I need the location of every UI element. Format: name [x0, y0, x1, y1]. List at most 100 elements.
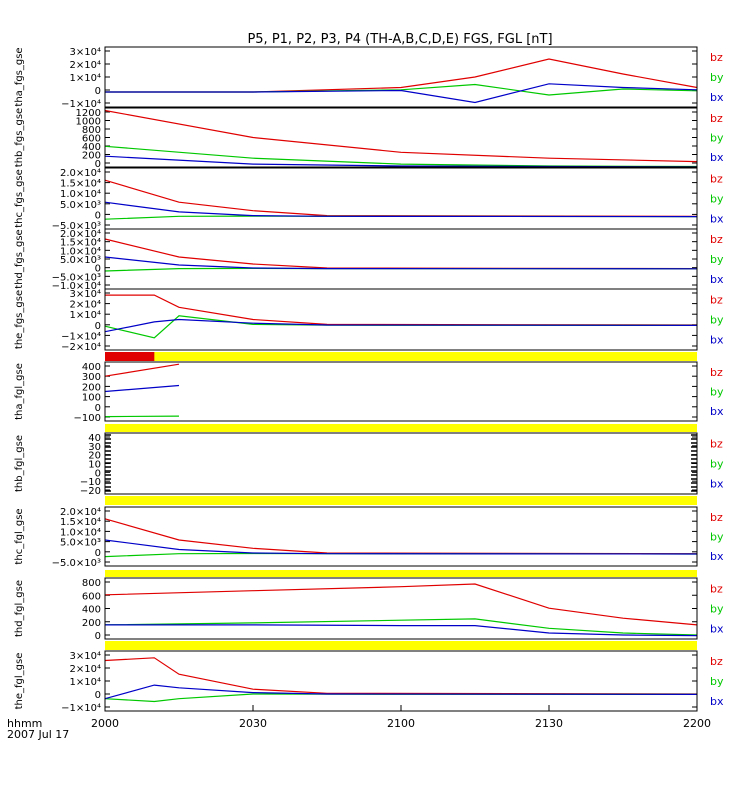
- x-tick-label: 2030: [239, 717, 267, 730]
- series-bx: [104, 384, 180, 393]
- legend-bx: bx: [710, 91, 724, 104]
- y-axis-title: the_fgs_gse: [14, 290, 25, 349]
- flag-red: [105, 352, 155, 361]
- y-tick-label: 2.0×10⁴: [60, 168, 101, 179]
- y-tick-label: 5.0×10³: [60, 255, 101, 266]
- y-tick-label: 5.0×10³: [60, 538, 101, 549]
- y-axis-title: thc_fgs_gse: [14, 169, 25, 228]
- y-tick-label: 600: [82, 134, 101, 145]
- series-by: [104, 618, 698, 636]
- y-tick-label: 200: [82, 618, 101, 629]
- y-tick-label: 200: [82, 151, 101, 162]
- x-tick-label: 2100: [387, 717, 415, 730]
- series-bz: [104, 363, 180, 377]
- panel-frame: [104, 46, 698, 108]
- series-by: [104, 693, 698, 703]
- legend-by: by: [710, 603, 724, 616]
- y-tick-label: 0: [95, 631, 101, 642]
- y-tick-label: −1.0×10⁴: [52, 281, 101, 292]
- legend-bz: bz: [710, 172, 723, 185]
- panel-frame: [104, 577, 698, 640]
- legend-by: by: [710, 314, 724, 327]
- panel-tha_fgs_gse: 3×10⁴ 2×10⁴ 1×10⁴ 0 −1×10⁴ tha_fgs_gse bz by bx: [14, 46, 724, 110]
- y-tick-label: −10: [80, 477, 101, 488]
- y-tick-label: −1×10⁴: [61, 703, 101, 714]
- y-tick-label: −20: [80, 486, 101, 497]
- y-tick-label: −5.0×10³: [52, 558, 101, 569]
- y-tick-label: 1×10⁴: [70, 73, 101, 84]
- y-tick-label: 1×10⁴: [70, 677, 101, 688]
- y-tick-label: 0: [95, 86, 101, 97]
- y-tick-label: 3×10⁴: [70, 47, 101, 58]
- legend-bx: bx: [710, 213, 724, 226]
- legend-bz: bz: [710, 51, 723, 64]
- y-tick-label: 0: [95, 548, 101, 559]
- y-tick-label: 1.5×10⁴: [60, 517, 101, 528]
- panel-frame: [104, 650, 698, 712]
- y-tick-label: 300: [82, 372, 101, 383]
- y-tick-label: 0: [95, 210, 101, 221]
- legend-bx: bx: [710, 695, 724, 708]
- series-by: [104, 315, 698, 339]
- legend-bx: bx: [710, 623, 724, 636]
- flag-band-0: [105, 352, 697, 361]
- chart-title: P5, P1, P2, P3, P4 (TH-A,B,C,D,E) FGS, F…: [247, 32, 552, 47]
- y-tick-label: 3×10⁴: [70, 289, 101, 300]
- series-bz: [104, 179, 698, 217]
- panel-frame: [104, 361, 698, 422]
- panel-frame: [104, 107, 698, 168]
- legend-by: by: [710, 132, 724, 145]
- y-axis-title: the_fgl_gse: [14, 653, 25, 710]
- y-tick-label: 5.0×10³: [60, 200, 101, 211]
- panel-thd_fgs_gse: 2.0×10⁴1.5×10⁴1.0×10⁴5.0×10³0−5.0×10³−1.…: [14, 228, 724, 292]
- panel-frame: [104, 506, 698, 567]
- series-bx: [105, 83, 698, 104]
- x-tick-label: 2200: [683, 717, 711, 730]
- series-bx: [105, 624, 698, 637]
- y-tick-label: 400: [82, 605, 101, 616]
- series-by: [104, 415, 180, 418]
- y-tick-label: 0: [95, 468, 101, 479]
- series-bx: [104, 539, 698, 555]
- y-tick-label: 1.0×10⁴: [60, 246, 101, 257]
- series-bz: [104, 238, 698, 270]
- y-tick-label: 0: [95, 690, 101, 701]
- y-axis-title: tha_fgl_gse: [14, 363, 25, 420]
- y-tick-label: 200: [82, 382, 101, 393]
- y-tick-label: 0: [95, 403, 101, 414]
- y-axis-title: thd_fgl_gse: [14, 580, 25, 637]
- y-tick-label: 1.5×10⁴: [60, 238, 101, 249]
- series-bx: [104, 684, 698, 700]
- x-tick-label: 2000: [91, 717, 119, 730]
- series-by: [104, 145, 698, 168]
- legend-bx: bx: [710, 334, 724, 347]
- y-tick-label: 40: [88, 433, 101, 444]
- y-tick-label: 3×10⁴: [70, 651, 101, 662]
- flag-band-3: [105, 570, 697, 577]
- y-tick-label: 1.0×10⁴: [60, 527, 101, 538]
- legend-by: by: [710, 193, 724, 206]
- legend-by: by: [710, 531, 724, 544]
- legend-bz: bz: [710, 582, 723, 595]
- flag-band-2: [105, 496, 697, 505]
- legend-bz: bz: [710, 511, 723, 524]
- legend-bz: bz: [710, 112, 723, 125]
- flag-band-1: [105, 424, 697, 432]
- panel-frame: [104, 432, 698, 495]
- legend-bz: bz: [710, 233, 723, 246]
- y-tick-label: −1×10⁴: [61, 331, 101, 342]
- series-bx: [104, 318, 698, 333]
- flag-band-4: [105, 641, 697, 650]
- y-tick-label: 400: [82, 142, 101, 153]
- series-bz: [104, 109, 698, 163]
- y-tick-label: 1.0×10⁴: [60, 189, 101, 200]
- legend-bx: bx: [710, 405, 724, 418]
- legend-by: by: [710, 386, 724, 399]
